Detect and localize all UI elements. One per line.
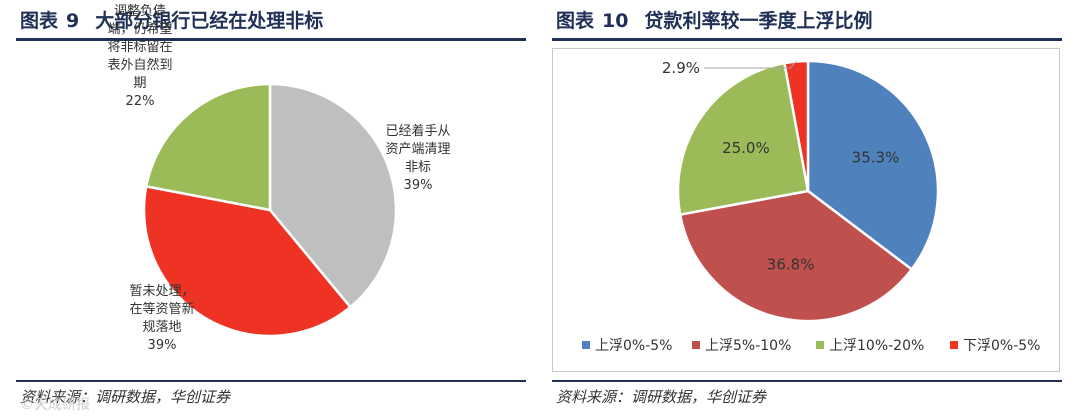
legend-swatch-3: [950, 341, 958, 349]
right-chart-frame: [552, 48, 1060, 372]
pie-label-2: 调整负债端，仍希望将非标留在表外自然到期 22%: [107, 4, 172, 109]
left-bottom-rule: [16, 380, 526, 382]
legend-label-2: 上浮10%-20%: [829, 338, 924, 354]
left-title-number: 9: [66, 10, 80, 32]
watermark: ©天成研报: [20, 397, 90, 413]
right-title-prefix: 图表: [556, 10, 595, 32]
pie-slice-0: [806, 59, 940, 272]
legend-label-1: 上浮5%-10%: [705, 338, 791, 354]
pie-slice-1: [142, 184, 353, 338]
pie-slice-1: [678, 189, 914, 323]
legend-label-3: 下浮0%-5%: [963, 338, 1040, 354]
left-chart-title: 图表 9 大部分银行已经在处理非标: [20, 6, 323, 33]
right-title-text: 贷款利率较一季度上浮比例: [644, 10, 873, 32]
legend-swatch-0: [582, 341, 590, 349]
right-title-number: 10: [602, 10, 629, 32]
left-source-note: 资料来源：调研数据，华创证券: [20, 388, 231, 406]
pie-label-0: 已经着手从资产端清理非标 39%: [385, 123, 450, 193]
pie-value-label-2: 25.0%: [722, 139, 770, 157]
right-bottom-rule: [552, 380, 1062, 382]
pie-slice-2: [144, 82, 272, 212]
pie-value-label-1: 36.8%: [767, 255, 815, 273]
pie-slice-0: [268, 82, 398, 309]
legend-swatch-1: [692, 341, 700, 349]
pie-leader-line-3: [704, 61, 797, 69]
pie-label-1: 暂未处理，在等资管新规落地 39%: [129, 284, 194, 353]
legend-swatch-2: [816, 341, 824, 349]
left-pie-chart: 已经着手从资产端清理非标 39% 暂未处理，在等资管新规落地 39% 调整负债端，仍希望…: [107, 4, 450, 353]
right-title-rule: [552, 38, 1062, 41]
right-source-note: 资料来源：调研数据，华创证券: [556, 388, 767, 406]
legend-item-2: 上浮10%-20%: [816, 338, 924, 354]
right-pie-chart: 35.3% 36.8% 25.0% 2.9% 上浮0%-5% 上浮5%-10% 上浮10%-…: [582, 59, 1040, 354]
legend-item-1: 上浮5%-10%: [692, 338, 791, 354]
legend-item-0: 上浮0%-5%: [582, 338, 672, 354]
legend-label-0: 上浮0%-5%: [595, 338, 672, 354]
right-chart-title: 图表 10 贷款利率较一季度上浮比例: [556, 6, 872, 33]
left-title-prefix: 图表: [20, 10, 59, 32]
left-title-rule: [16, 38, 526, 41]
pie-value-label-0: 35.3%: [852, 148, 900, 166]
pie-slice-2: [676, 61, 810, 217]
legend-item-3: 下浮0%-5%: [950, 338, 1040, 354]
left-title-text: 大部分银行已经在处理非标: [95, 10, 324, 32]
pie-value-label-3: 2.9%: [662, 59, 700, 77]
